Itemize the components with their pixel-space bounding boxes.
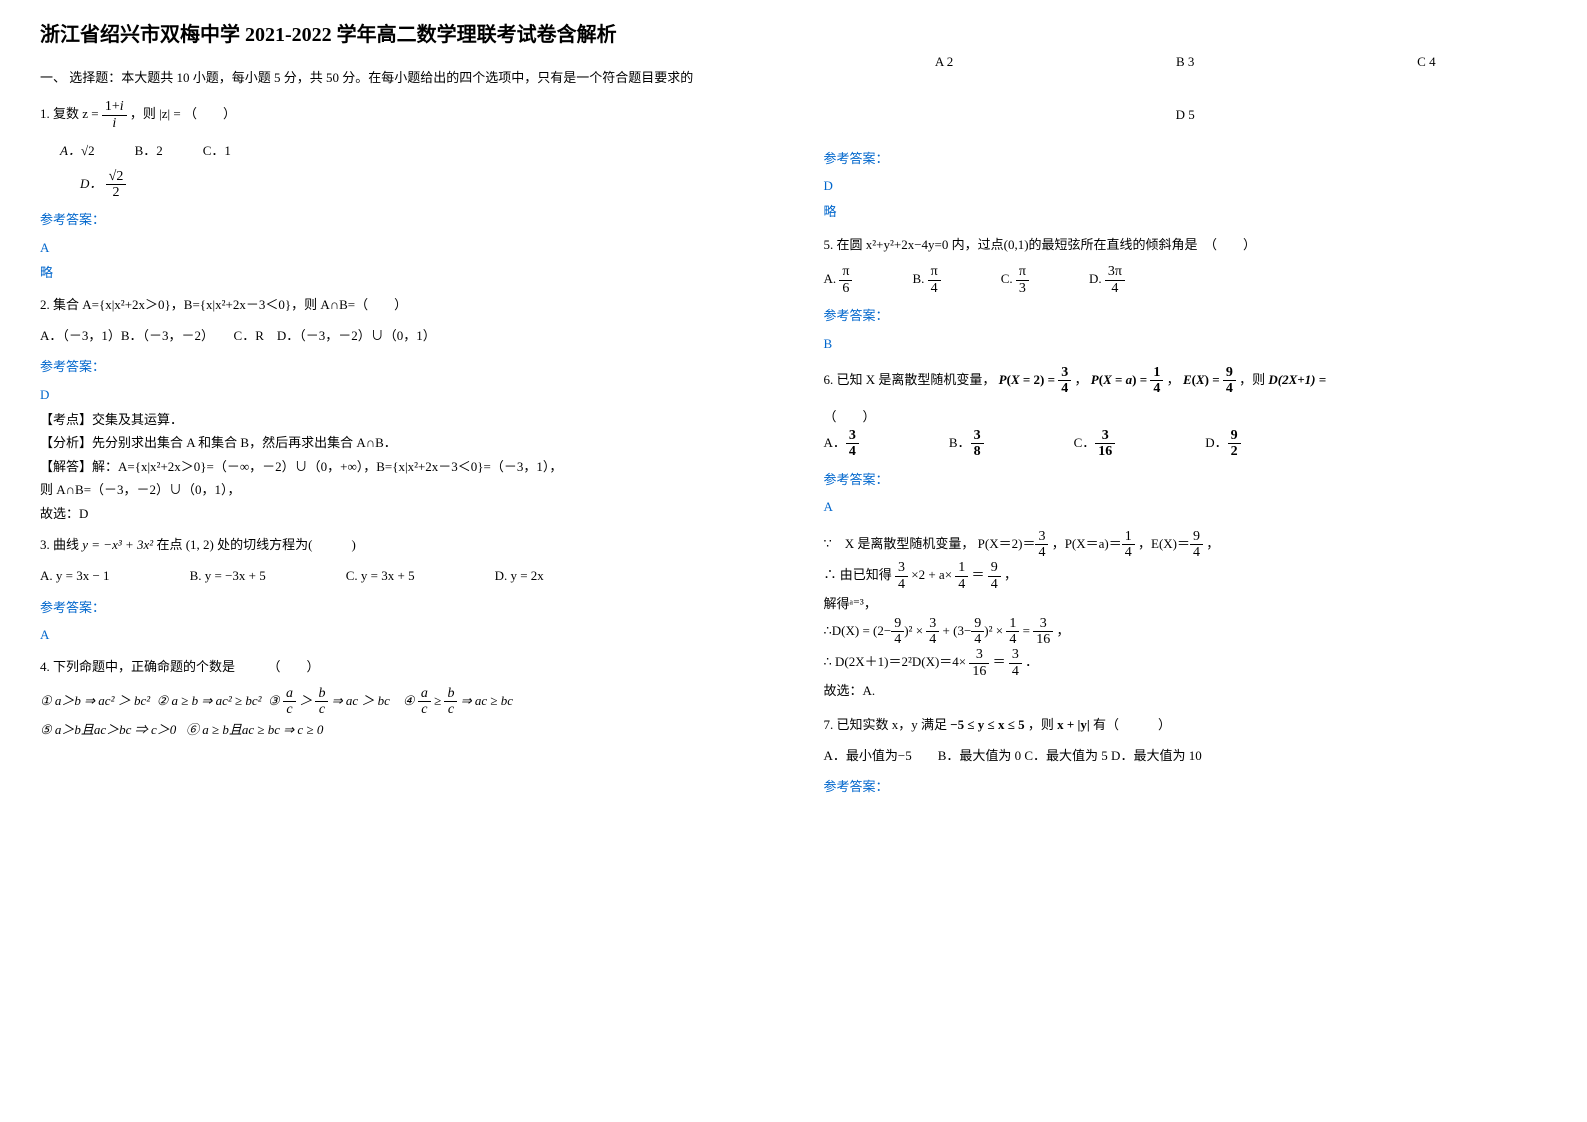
q1-brief: 略 <box>40 261 764 284</box>
q6-optA: A．34 <box>824 428 859 460</box>
q5-optD: D. 3π4 <box>1089 264 1125 296</box>
q4-brief: 略 <box>824 200 1548 223</box>
question-2: 2. 集合 A={x|x²+2x＞0}，B={x|x²+2x－3＜0}，则 A∩… <box>40 293 764 316</box>
main-title: 浙江省绍兴市双梅中学 2021-2022 学年高二数学理联考试卷含解析 <box>40 20 764 50</box>
q5-optC: C. π3 <box>1001 264 1029 296</box>
q3-optB: B. y = −3x + 5 <box>190 564 266 587</box>
q5-answer-label: 参考答案： <box>824 304 1548 327</box>
q1-optA: A．√2 <box>60 139 95 162</box>
q1-complex-fraction: z = 1+ii <box>82 106 130 121</box>
left-column: 浙江省绍兴市双梅中学 2021-2022 学年高二数学理联考试卷含解析 一、 选… <box>40 20 764 803</box>
q3-optD: D. y = 2x <box>495 564 544 587</box>
q6-exp3: 解得ᵃ⁼³， <box>824 592 1548 615</box>
q4-optC: C 4 <box>1417 50 1435 73</box>
q6-options: A．34 B．38 C．316 D．92 <box>824 428 1548 460</box>
q5-optB: B. π4 <box>912 264 940 296</box>
q6-answer-label: 参考答案： <box>824 468 1548 491</box>
q3-answer-label: 参考答案： <box>40 596 764 619</box>
q2-exp1: 【考点】交集及其运算． <box>40 408 764 431</box>
q3-optA: A. y = 3x − 1 <box>40 564 110 587</box>
q1-answer: A <box>40 236 764 259</box>
q1-eq: |z| = <box>159 106 181 121</box>
q6-optD: D．92 <box>1205 428 1240 460</box>
q7-answer-label: 参考答案： <box>824 775 1548 798</box>
question-7: 7. 已知实数 x，y 满足 −5 ≤ y ≤ x ≤ 5 ，则 x + |y|… <box>824 713 1548 736</box>
q5-optA: A. π6 <box>824 264 853 296</box>
q6-exp5: ∴ D(2X＋1)＝2²D(X)＝4× 316 ＝ 34 ． <box>824 647 1548 679</box>
q7-options: A．最小值为−5 B．最大值为 0 C．最大值为 5 D．最大值为 10 <box>824 744 1548 767</box>
q4-props-line2: ⑤ a＞b且ac＞bc ⇒ c＞0 ⑥ a ≥ b且ac ≥ bc ⇒ c ≥ … <box>40 718 764 741</box>
q4-props-line1: ① a＞b ⇒ ac² ＞ bc² ② a ≥ b ⇒ ac² ≥ bc² ③ … <box>40 686 764 718</box>
q2-options: A．（－3，1）B．（－3，－2） C．R D．（－3，－2）∪（0，1） <box>40 324 764 347</box>
q2-exp3: 【解答】解：A={x|x²+2x＞0}=（－∞，－2）∪（0，+∞），B={x|… <box>40 455 764 478</box>
q6-exp4: ∴D(X) = (2−94)² × 34 + (3−94)² × 14 = 31… <box>824 616 1548 648</box>
q2-answer-label: 参考答案： <box>40 355 764 378</box>
q6-exp6: 故选：A. <box>824 679 1548 702</box>
q1-optC: C．1 <box>203 139 231 162</box>
q2-exp5: 故选：D <box>40 502 764 525</box>
question-3: 3. 曲线 y = −x³ + 3x² 在点 (1, 2) 处的切线方程为( ) <box>40 533 764 556</box>
q1-optB: B．2 <box>135 139 163 162</box>
q3-answer: A <box>40 623 764 646</box>
q4-optD: D 5 <box>824 103 1548 126</box>
q6-exp2: ∴ 由已知得 34 ×2 + a× 14 ＝ 94 ， <box>824 560 1548 592</box>
q2-answer: D <box>40 383 764 406</box>
right-column: A 2 B 3 C 4 D 5 参考答案： D 略 5. 在圆 x²+y²+2x… <box>824 20 1548 803</box>
q1-stem-prefix: 1. 复数 <box>40 106 82 121</box>
question-4: 4. 下列命题中，正确命题的个数是 （ ） <box>40 655 764 678</box>
q4-optB: B 3 <box>1176 50 1194 73</box>
q1-answer-label: 参考答案： <box>40 208 764 231</box>
question-5: 5. 在圆 x²+y²+2x−4y=0 内，过点(0,1)的最短弦所在直线的倾斜… <box>824 233 1548 256</box>
q6-stem-end: （ ） <box>824 405 1548 428</box>
q3-optC: C. y = 3x + 5 <box>346 564 415 587</box>
q6-optB: B．38 <box>949 428 984 460</box>
q1-stem-suffix: （ ） <box>184 106 236 121</box>
q4-answer-label: 参考答案： <box>824 147 1548 170</box>
q2-exp2: 【分析】先分别求出集合 A 和集合 B，然后再求出集合 A∩B． <box>40 431 764 454</box>
q4-options: A 2 B 3 C 4 <box>824 50 1548 73</box>
q6-answer: A <box>824 495 1548 518</box>
question-1: 1. 复数 z = 1+ii ，则 |z| = （ ） <box>40 99 764 131</box>
q5-options: A. π6 B. π4 C. π3 D. 3π4 <box>824 264 1548 296</box>
q3-options: A. y = 3x − 1 B. y = −3x + 5 C. y = 3x +… <box>40 564 764 587</box>
q4-optA: A 2 <box>935 50 953 73</box>
q4-answer: D <box>824 174 1548 197</box>
q2-exp4: 则 A∩B=（－3，－2）∪（0，1）， <box>40 478 764 501</box>
q6-exp1: ∵ X 是离散型随机变量， P(X＝2)＝34 ，P(X＝a)＝14 ，E(X)… <box>824 529 1548 561</box>
q1-optD: D． √22 <box>80 169 764 201</box>
question-6: 6. 已知 X 是离散型随机变量， P(X = 2) = 34 ， P(X = … <box>824 365 1548 397</box>
q5-answer: B <box>824 332 1548 355</box>
q6-optC: C．316 <box>1074 428 1116 460</box>
q1-options: A．√2 B．2 C．1 <box>60 139 764 162</box>
q1-stem-mid: ，则 <box>130 106 156 121</box>
section1-head: 一、 选择题：本大题共 10 小题，每小题 5 分，共 50 分。在每小题给出的… <box>40 66 764 89</box>
